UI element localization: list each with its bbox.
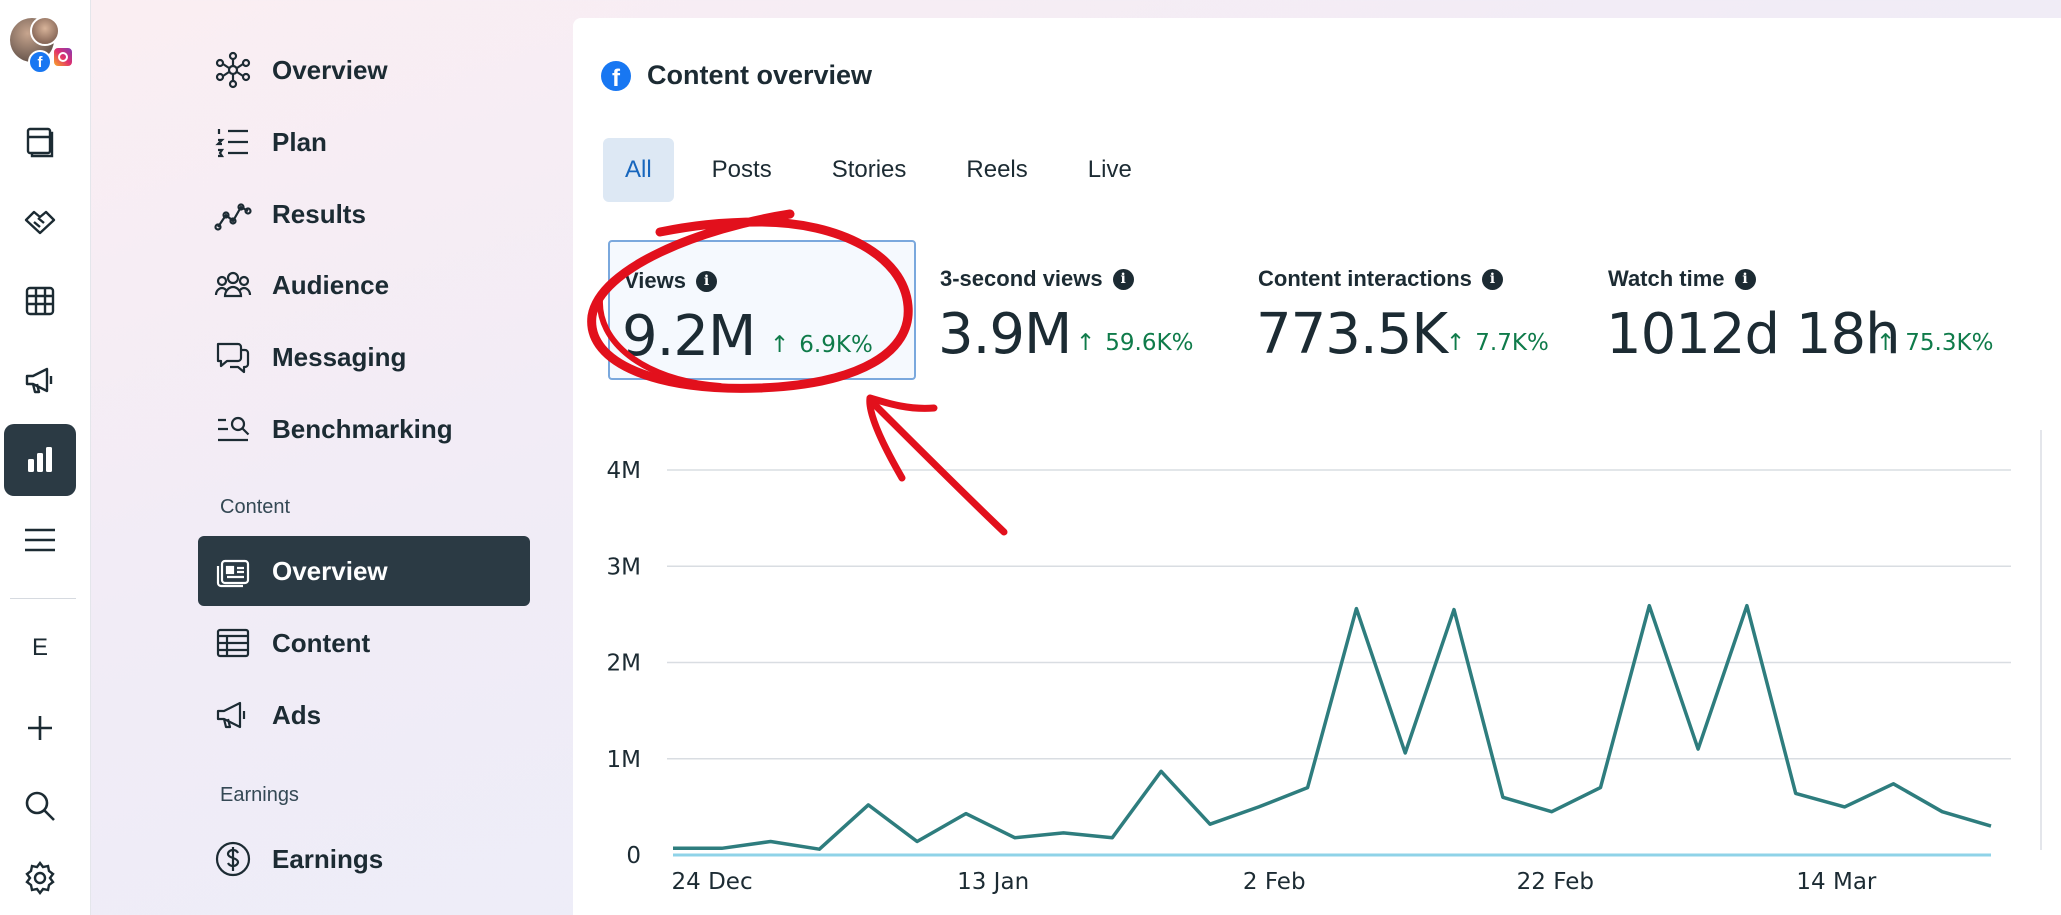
nav-item-audience[interactable]: Audience (198, 250, 530, 320)
rail-divider (10, 598, 76, 599)
metric-label: 3-second views i (940, 266, 1134, 292)
x-tick-label: 22 Feb (1517, 869, 1594, 895)
x-tick-label: 24 Dec (672, 869, 753, 895)
benchmark-icon (218, 416, 250, 442)
metrics-row: Views i 9.2M ↑ 6.9K% 3-second views i 3.9M … (608, 240, 2058, 380)
tab-all[interactable]: All (603, 138, 674, 202)
x-tick-label: 2 Feb (1243, 869, 1306, 895)
insights-chart-icon[interactable] (4, 424, 76, 496)
ads-megaphone-icon[interactable] (4, 344, 76, 416)
nav-item-label: Benchmarking (272, 413, 453, 444)
metric-value: 773.5K (1256, 302, 1448, 367)
nav-item-results[interactable]: Results (198, 179, 530, 249)
views-line-chart: 4M 3M 2M 1M 0 24 Dec 13 Jan 2 Feb 22 Feb 14 Mar (607, 458, 2011, 895)
info-icon[interactable]: i (1481, 268, 1503, 290)
nav-item-label: Earnings (272, 843, 384, 874)
metric-3-second-views[interactable]: 3-second views i 3.9M ↑ 59.6K% (926, 240, 1226, 380)
facebook-icon: f (601, 60, 631, 91)
y-tick-label: 3M (607, 554, 641, 580)
y-tick-label: 1M (607, 747, 641, 773)
metric-delta: ↑ 7.7K% (1446, 330, 1549, 356)
metric-delta: ↑ 75.3K% (1876, 330, 1994, 356)
metric-delta: ↑ 59.6K% (1076, 330, 1194, 356)
content-table-icon[interactable] (4, 265, 76, 337)
nav-item-plan[interactable]: Plan (198, 107, 530, 177)
search-icon[interactable] (4, 770, 76, 842)
trend-icon (214, 203, 252, 231)
y-tick-label: 2M (607, 651, 641, 677)
table-icon (216, 628, 250, 658)
nav-item-content-overview[interactable]: Overview (198, 536, 530, 606)
nav-item-overview[interactable]: Overview (198, 35, 530, 105)
metric-delta: ↑ 6.9K% (770, 332, 873, 358)
y-tick-label: 4M (607, 458, 641, 484)
nav-item-label: Overview (272, 555, 388, 586)
nav-item-label: Messaging (272, 341, 407, 372)
info-icon[interactable]: i (1112, 268, 1134, 290)
dollar-icon (215, 841, 251, 877)
series-line (673, 603, 1992, 851)
nav-section-content: Content (220, 496, 291, 518)
content-type-tabs: All Posts Stories Reels Live (603, 138, 1170, 202)
profile-photo-secondary (30, 16, 60, 46)
nav-item-ads[interactable]: Ads (198, 680, 530, 750)
nav-item-label: Audience (272, 269, 390, 300)
metric-content-interactions[interactable]: Content interactions i 773.5K ↑ 7.7K% (1244, 240, 1584, 380)
account-avatar[interactable]: f (8, 14, 74, 76)
metric-label: Content interactions i (1258, 266, 1503, 292)
card-title: Content overview (647, 60, 873, 90)
metric-label: Watch time i (1608, 266, 1756, 292)
tab-stories[interactable]: Stories (831, 156, 907, 183)
megaphone-icon (216, 701, 246, 729)
side-navigation: Overview Plan Results Audience Messaging… (198, 0, 533, 915)
nav-item-label: Ads (272, 699, 322, 730)
arrow-up-icon: ↑ (1076, 330, 1096, 356)
content-overview-icon (216, 559, 250, 588)
nav-item-label: Overview (272, 54, 388, 85)
metric-views[interactable]: Views i 9.2M ↑ 6.9K% (608, 240, 916, 380)
tab-live[interactable]: Live (1087, 156, 1132, 183)
menu-icon[interactable] (4, 504, 76, 576)
partnerships-icon[interactable] (4, 186, 76, 258)
rail-account-initial[interactable]: E (31, 634, 48, 661)
arrow-up-icon: ↑ (770, 332, 790, 358)
nav-section-earnings: Earnings (220, 784, 299, 806)
pages-icon[interactable] (4, 106, 76, 178)
network-icon (215, 51, 251, 89)
info-icon[interactable]: i (695, 270, 717, 292)
nav-item-earnings[interactable]: Earnings (198, 824, 530, 894)
scrollbar[interactable] (2040, 430, 2042, 850)
facebook-badge-icon: f (28, 50, 52, 74)
metric-value: 9.2M (622, 304, 756, 369)
settings-icon[interactable] (4, 842, 76, 914)
x-tick-label: 13 Jan (957, 869, 1029, 895)
metric-label: Views i (624, 268, 717, 294)
card-header: f Content overview (601, 60, 872, 91)
plus-icon[interactable] (4, 692, 76, 764)
arrow-up-icon: ↑ (1876, 330, 1896, 356)
chat-icon (216, 342, 250, 374)
metric-value: 1012d 18h (1606, 302, 1901, 367)
x-tick-label: 14 Mar (1796, 869, 1877, 895)
nav-item-content[interactable]: Content (198, 608, 530, 678)
nav-item-label: Content (272, 627, 371, 658)
y-tick-label: 0 (626, 843, 641, 869)
nav-item-benchmarking[interactable]: Benchmarking (198, 394, 530, 464)
nav-item-label: Plan (272, 126, 327, 157)
metric-watch-time[interactable]: Watch time i 1012d 18h ↑ 75.3K% (1594, 240, 2024, 380)
instagram-badge-icon (52, 46, 74, 68)
icon-rail: f E (0, 0, 91, 915)
arrow-up-icon: ↑ (1446, 330, 1466, 356)
list-icon (215, 129, 248, 158)
metric-value: 3.9M (938, 302, 1072, 367)
info-icon[interactable]: i (1734, 268, 1756, 290)
tab-reels[interactable]: Reels (966, 156, 1028, 183)
tab-posts[interactable]: Posts (711, 156, 772, 183)
nav-item-messaging[interactable]: Messaging (198, 322, 530, 392)
people-icon (214, 271, 252, 298)
nav-item-label: Results (272, 198, 366, 229)
